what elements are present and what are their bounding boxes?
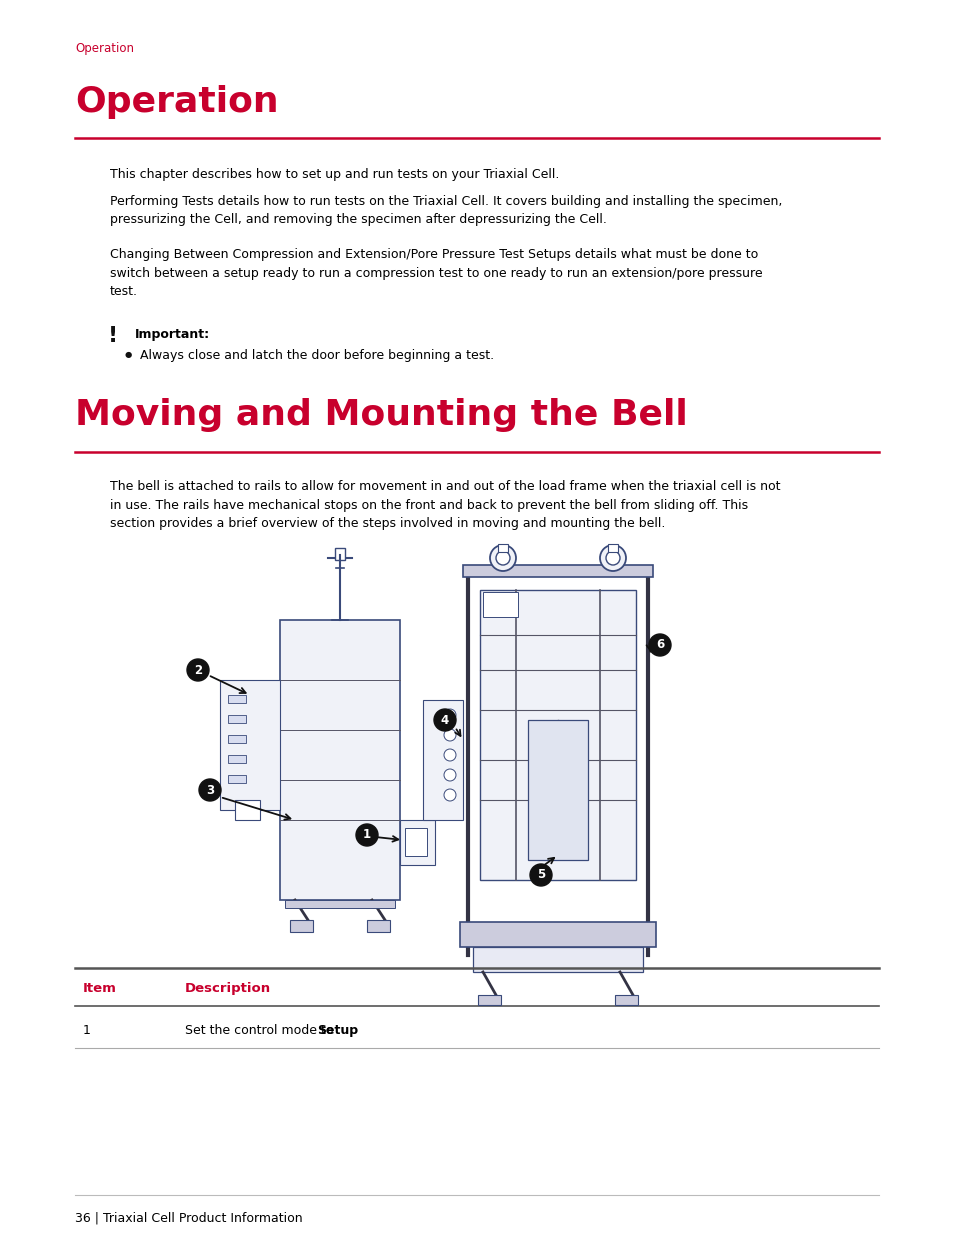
Text: Set the control mode to: Set the control mode to [185,1024,337,1037]
Bar [473,947,642,972]
Text: 1: 1 [83,1024,91,1037]
Bar [367,920,390,932]
Bar [482,592,517,618]
Bar [615,995,638,1005]
Circle shape [199,779,221,802]
Text: .: . [351,1024,355,1037]
Text: 5: 5 [537,868,544,882]
Text: Item: Item [83,982,117,995]
Text: Operation: Operation [75,42,133,56]
Text: Operation: Operation [75,85,278,119]
Bar [220,680,280,810]
Bar [335,548,345,559]
Text: Always close and latch the door before beginning a test.: Always close and latch the door before b… [140,350,494,362]
Bar [228,776,246,783]
Text: 36 | Triaxial Cell Product Information: 36 | Triaxial Cell Product Information [75,1212,302,1225]
Bar [290,920,313,932]
Circle shape [530,864,552,885]
Circle shape [187,659,209,680]
Bar [459,923,656,947]
Bar [462,564,652,577]
Circle shape [443,729,456,741]
Bar [527,720,587,860]
Text: Important:: Important: [135,329,210,341]
Circle shape [490,545,516,571]
Bar [228,695,246,703]
Circle shape [599,545,625,571]
Bar [422,700,462,820]
Text: !: ! [108,326,118,346]
Circle shape [443,769,456,781]
Text: The bell is attached to rails to allow for movement in and out of the load frame: The bell is attached to rails to allow f… [110,480,780,530]
Bar [399,820,435,864]
Circle shape [443,709,456,721]
Circle shape [434,709,456,731]
Text: Changing Between Compression and Extension/Pore Pressure Test Setups details wha: Changing Between Compression and Extensi… [110,248,761,298]
Circle shape [355,824,377,846]
Circle shape [443,789,456,802]
Circle shape [648,634,670,656]
Text: Setup: Setup [316,1024,357,1037]
Bar [477,995,500,1005]
Bar [497,543,507,552]
Text: 6: 6 [655,638,663,652]
Text: Moving and Mounting the Bell: Moving and Mounting the Bell [75,398,687,432]
Text: 4: 4 [440,714,449,726]
Bar [405,827,427,856]
Text: 3: 3 [206,783,213,797]
Text: ●: ● [125,350,132,359]
Text: 1: 1 [362,829,371,841]
Circle shape [443,748,456,761]
Bar [479,590,636,881]
Bar [228,715,246,722]
Text: Description: Description [185,982,271,995]
Text: This chapter describes how to set up and run tests on your Triaxial Cell.: This chapter describes how to set up and… [110,168,558,182]
Circle shape [496,551,510,564]
Text: 2: 2 [193,663,202,677]
Bar [234,800,260,820]
Bar [228,755,246,763]
Bar [607,543,618,552]
Circle shape [605,551,619,564]
Bar [228,735,246,743]
Bar [280,620,399,900]
Bar [285,900,395,908]
Text: Performing Tests details how to run tests on the Triaxial Cell. It covers buildi: Performing Tests details how to run test… [110,195,781,226]
